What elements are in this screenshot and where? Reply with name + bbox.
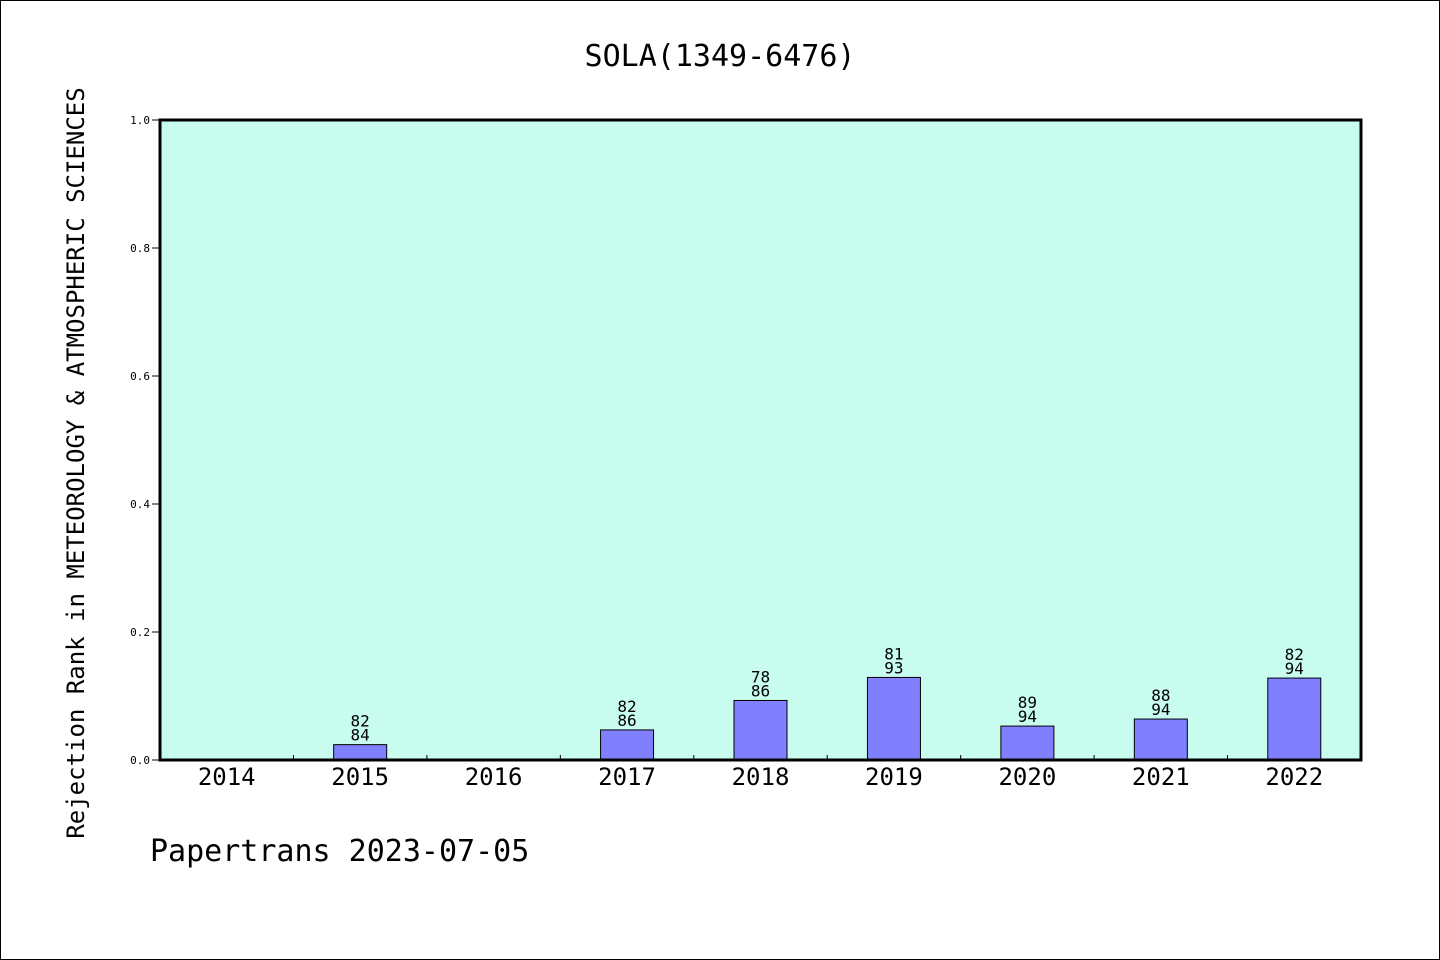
- y-tick-label: 0.0: [130, 754, 150, 767]
- x-tick-label: 2020: [998, 763, 1056, 791]
- x-tick-label: 2021: [1132, 763, 1190, 791]
- y-tick-label: 0.6: [130, 370, 150, 383]
- bar-data-label: 78: [751, 667, 770, 686]
- bar-data-label: 89: [1018, 693, 1037, 712]
- x-axis: 2014 2015 2016 2017 2018 2019 2020 2021 2022: [198, 755, 1323, 791]
- bar-2019: [866, 676, 921, 761]
- plot-area: [160, 120, 1361, 760]
- x-tick-label: 2019: [865, 763, 923, 791]
- x-tick-label: 2014: [198, 763, 256, 791]
- bar-2021: [1133, 718, 1188, 761]
- bar-2020: [1000, 725, 1055, 761]
- footer-text: Papertrans 2023-07-05: [150, 834, 530, 869]
- bar-data-label: 82: [1285, 645, 1304, 664]
- bar-2018: [733, 699, 788, 761]
- y-tick-label: 0.2: [130, 626, 150, 639]
- bar-data-label: 81: [884, 644, 903, 663]
- x-tick-label: 2022: [1265, 763, 1323, 791]
- bar-2017: [600, 729, 655, 761]
- x-tick-label: 2018: [732, 763, 790, 791]
- bar-data-label: 94: [1151, 700, 1170, 719]
- y-axis-label: Rejection Rank in METEOROLOGY & ATMOSPHE…: [62, 87, 90, 838]
- y-tick-label: 1.0: [130, 114, 150, 127]
- chart-title: SOLA(1349-6476): [585, 39, 856, 74]
- x-tick-label: 2016: [465, 763, 523, 791]
- x-tick-label: 2017: [598, 763, 656, 791]
- x-tick-label: 2015: [331, 763, 389, 791]
- bar-2022: [1267, 677, 1322, 761]
- y-axis: 0.0 0.2 0.4 0.6 0.8 1.0: [130, 114, 160, 767]
- bar-data-label: 88: [1151, 686, 1170, 705]
- y-tick-label: 0.8: [130, 242, 150, 255]
- bar-2015: [333, 744, 388, 761]
- bar-data-label: 93: [884, 658, 903, 677]
- bar-data-label: 86: [617, 711, 636, 730]
- bar-data-label: 94: [1285, 659, 1304, 678]
- bar-data-label: 86: [751, 681, 770, 700]
- bar-data-label: 84: [351, 726, 370, 745]
- bar-data-label: 82: [617, 697, 636, 716]
- y-tick-label: 0.4: [130, 498, 150, 511]
- bar-data-label: 82: [351, 712, 370, 731]
- bar-data-label: 94: [1018, 707, 1037, 726]
- plot-border: [158, 118, 1363, 762]
